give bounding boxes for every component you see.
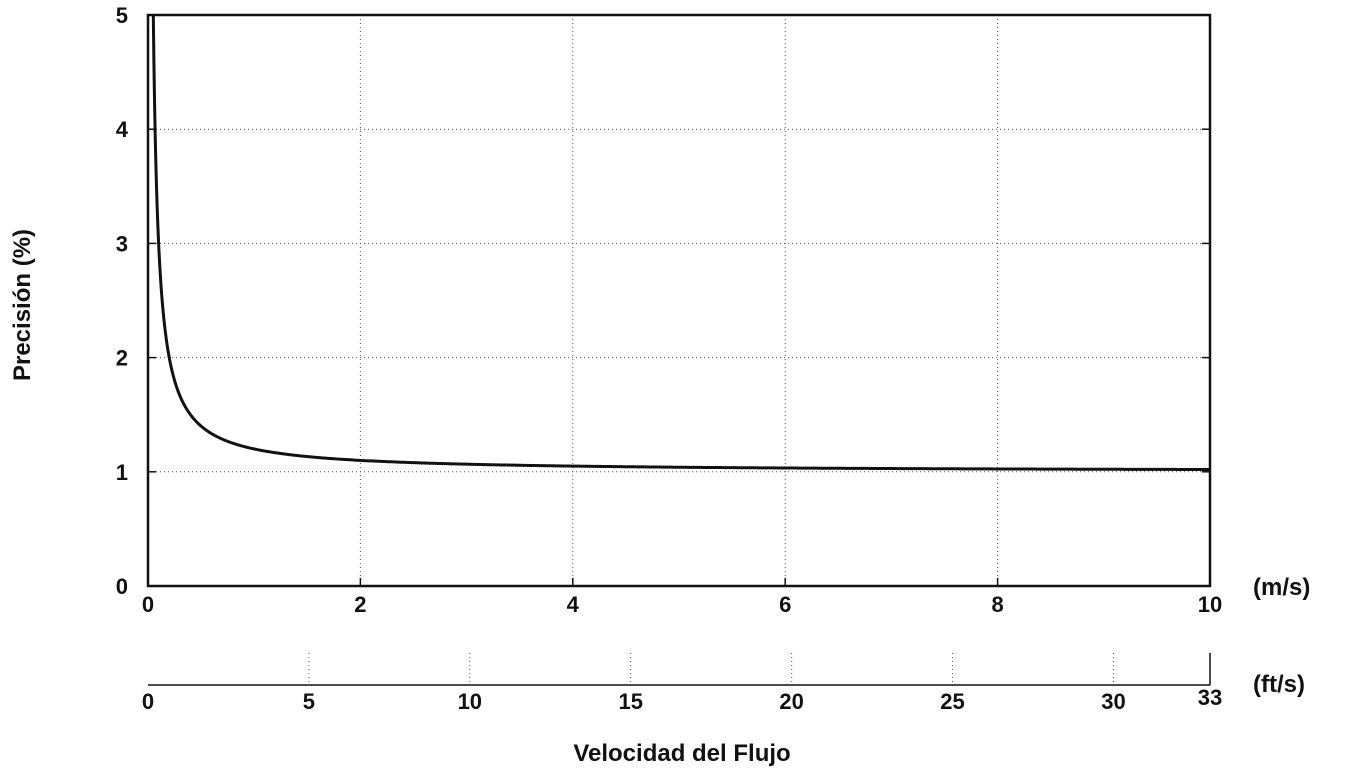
- x-tick-label: 2: [354, 592, 366, 617]
- x-tick-label: 0: [142, 592, 154, 617]
- secondary-x-axis: 0 5 10 15 20 25 30 33: [142, 653, 1222, 714]
- secondary-tick-label: 33: [1198, 685, 1222, 710]
- secondary-tick-label: 10: [458, 689, 482, 714]
- x-axis-unit-ftps: (ft/s): [1253, 671, 1305, 698]
- plot-frame: [146, 13, 1212, 588]
- y-tick-label: 4: [116, 117, 129, 142]
- x-axis-title: Velocidad del Flujo: [573, 740, 790, 767]
- x-tick-label: 8: [991, 592, 1003, 617]
- y-tick-label: 2: [116, 346, 128, 371]
- x-tick-label: 6: [779, 592, 791, 617]
- secondary-tick-label: 0: [142, 689, 154, 714]
- y-tick-label: 3: [116, 231, 128, 256]
- y-tick-label: 5: [116, 3, 128, 28]
- secondary-tick-label: 30: [1101, 689, 1125, 714]
- y-axis-title: Precisión (%): [9, 229, 36, 381]
- accuracy-curve: [151, 14, 1211, 472]
- grid: [148, 15, 1210, 586]
- y-tick-label: 1: [116, 460, 128, 485]
- x-axis-ticks: 0 2 4 6 8 10: [142, 578, 1222, 617]
- secondary-tick-label: 5: [303, 689, 315, 714]
- y-tick-label: 0: [116, 574, 128, 599]
- secondary-tick-label: 20: [779, 689, 803, 714]
- y-axis-ticks: 0 1 2 3 4 5: [116, 3, 1210, 599]
- secondary-tick-label: 15: [618, 689, 642, 714]
- secondary-tick-label: 25: [940, 689, 964, 714]
- x-axis-unit-mps: (m/s): [1253, 574, 1310, 601]
- x-tick-label: 10: [1198, 592, 1222, 617]
- x-tick-label: 4: [567, 592, 580, 617]
